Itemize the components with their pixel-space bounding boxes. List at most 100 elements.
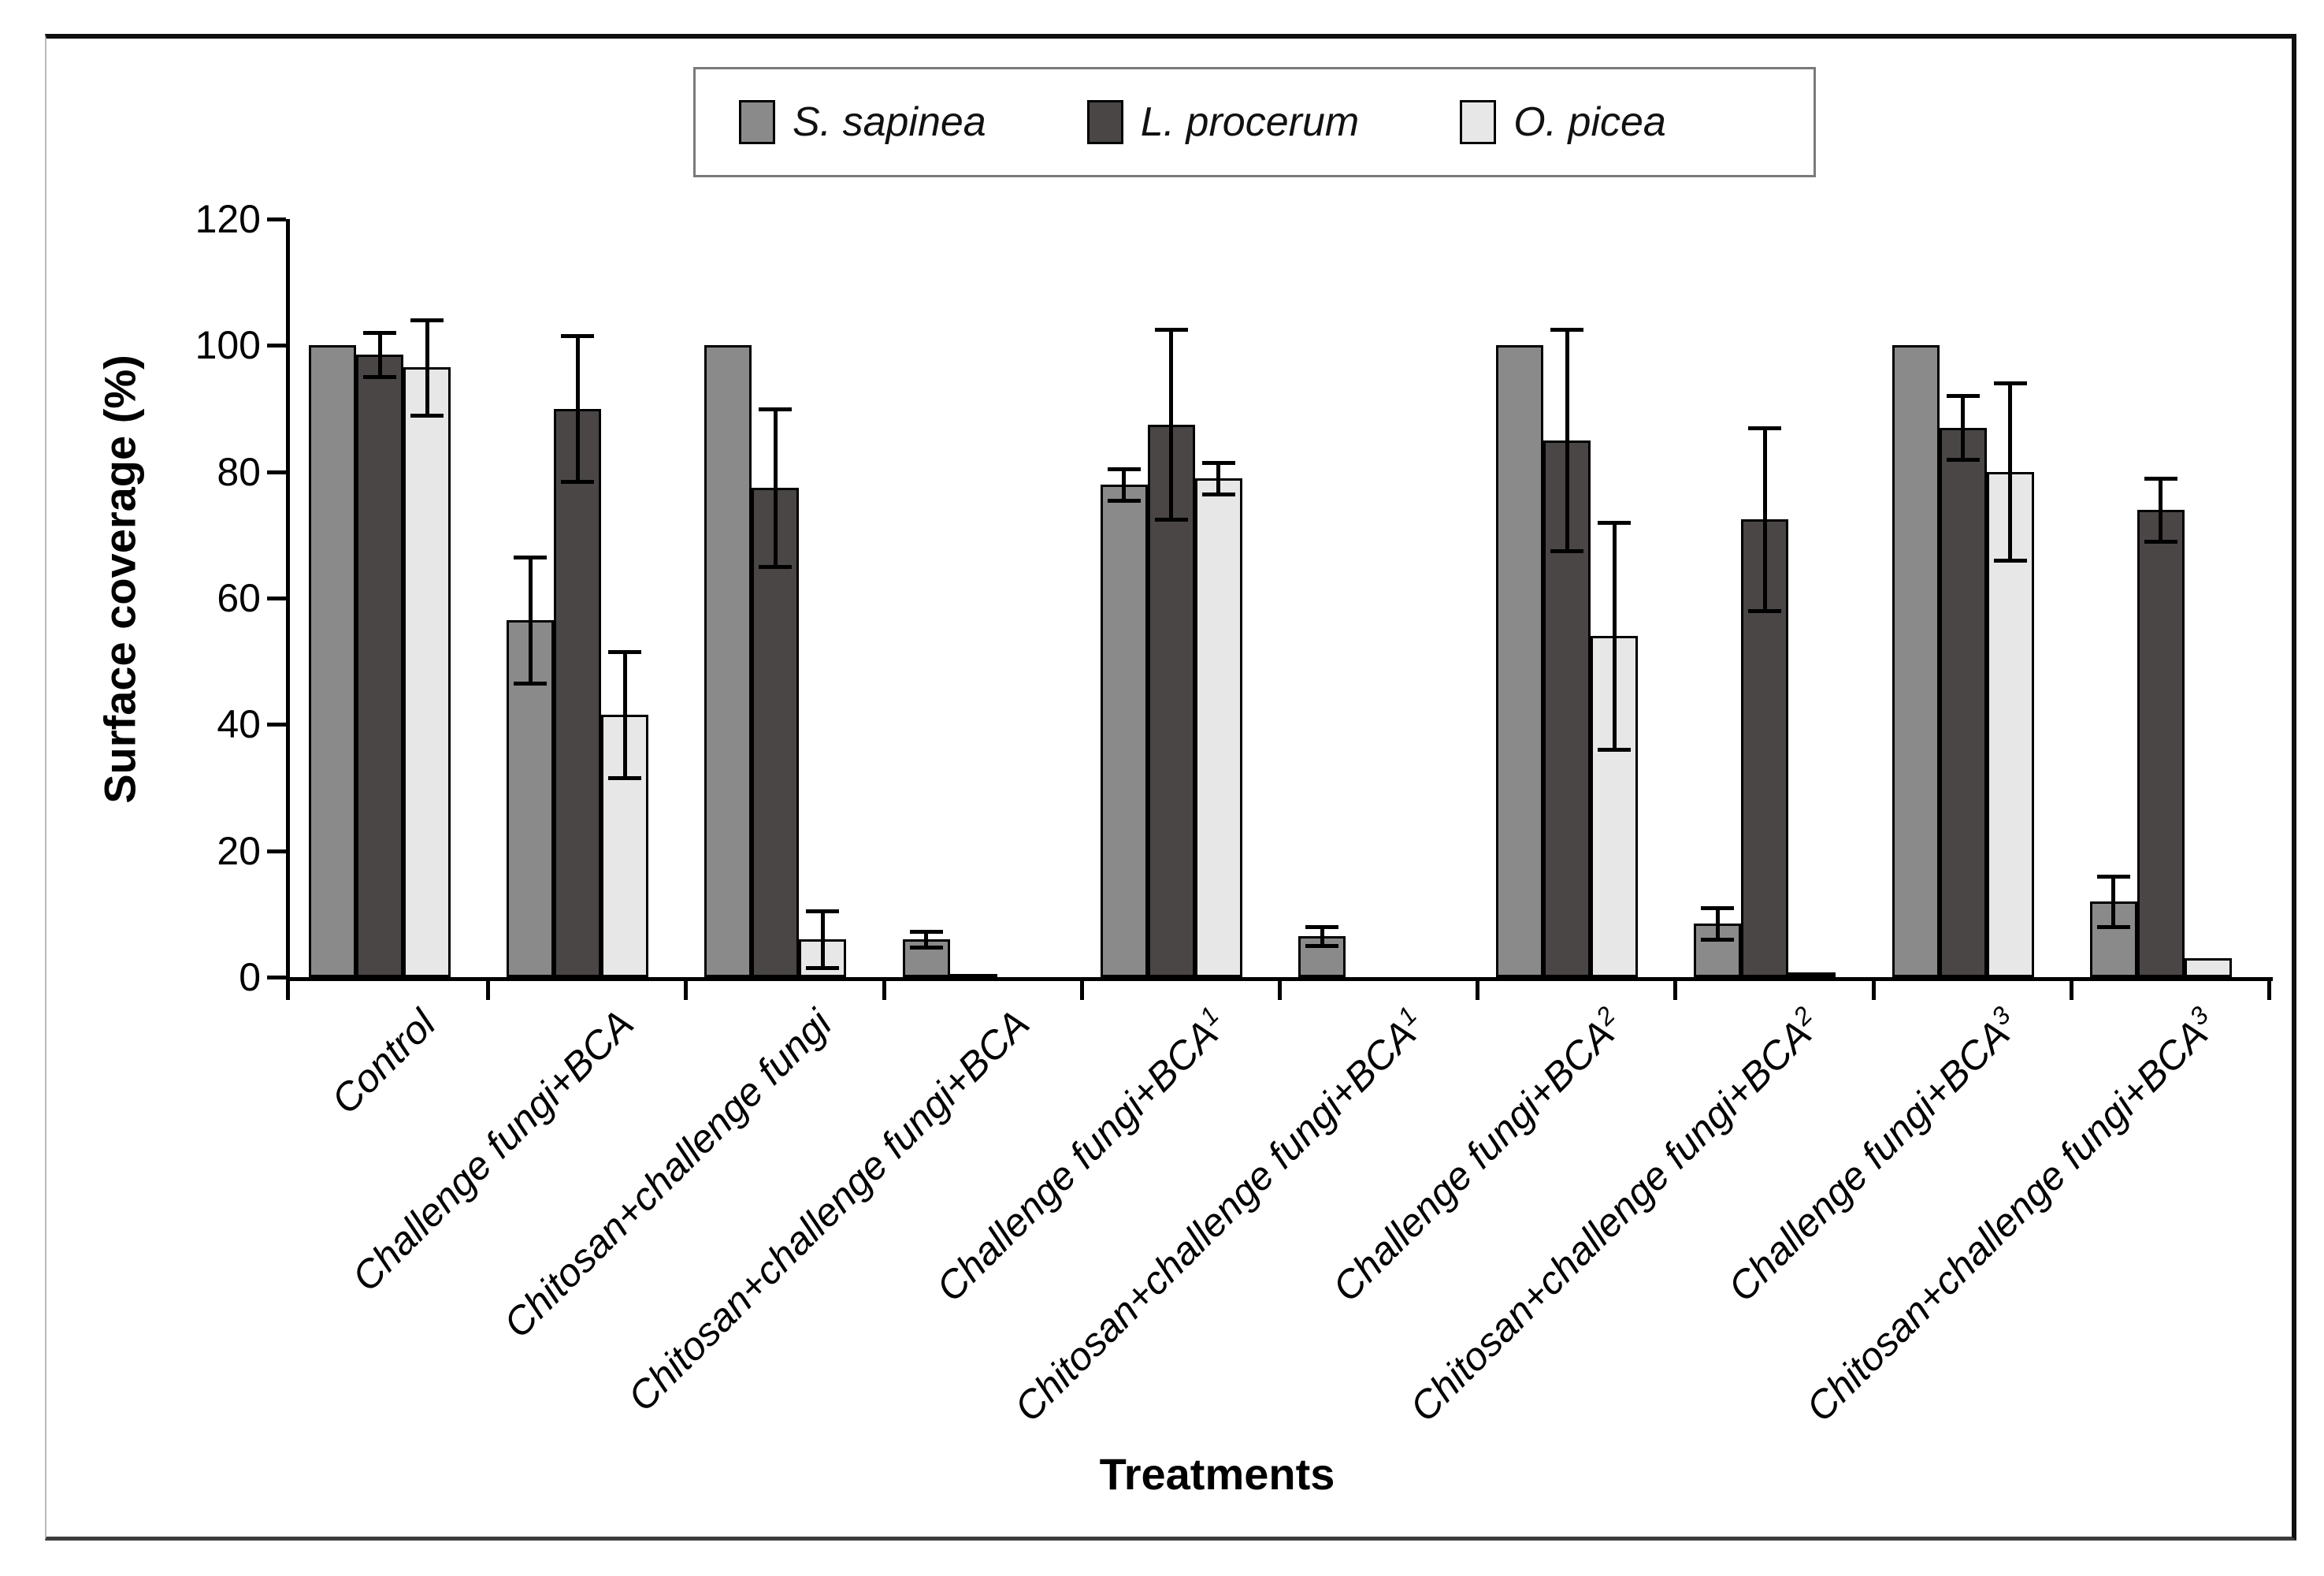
bar-s-sapinea xyxy=(309,345,356,977)
error-bar-line xyxy=(528,555,533,686)
error-bar-cap-bottom xyxy=(1598,748,1632,753)
bar-l-procerum xyxy=(1543,440,1591,977)
legend-item: S. sapinea xyxy=(739,98,986,146)
error-bar-cap-top xyxy=(1550,328,1584,333)
error-bar-cap-top xyxy=(1748,426,1782,430)
x-tick xyxy=(684,981,689,1000)
error-bar-line xyxy=(1612,520,1617,752)
x-tick xyxy=(882,981,886,1000)
error-bar-line xyxy=(1715,905,1720,941)
y-tick xyxy=(267,723,286,727)
x-tick xyxy=(1278,981,1282,1000)
error-bar-cap-bottom xyxy=(1701,937,1735,942)
error-bar-cap-top xyxy=(514,555,548,559)
error-bar-cap-bottom xyxy=(1201,492,1235,496)
y-tick-label: 0 xyxy=(239,955,261,999)
error-bar-line xyxy=(1169,328,1174,521)
y-axis xyxy=(286,219,290,981)
bar-l-procerum xyxy=(752,487,800,977)
x-tick xyxy=(286,981,290,1000)
error-bar-line xyxy=(1320,924,1324,947)
error-bar-cap-top xyxy=(909,930,943,935)
error-bar-line xyxy=(1565,328,1569,552)
x-tick xyxy=(2069,981,2073,1000)
error-bar-line xyxy=(2008,381,2013,562)
error-bar-cap-bottom xyxy=(1993,558,2027,563)
error-bar-line xyxy=(1122,466,1127,502)
error-bar-cap-bottom xyxy=(1107,498,1141,503)
legend: S. sapinea L. procerum O. picea xyxy=(693,67,1816,177)
error-bar-cap-bottom xyxy=(2096,924,2130,929)
error-bar-cap-top xyxy=(608,650,642,655)
y-tick-label: 120 xyxy=(195,197,261,241)
x-axis-title: Treatments xyxy=(1099,1449,1335,1499)
error-bar-cap-top xyxy=(561,334,595,339)
legend-label: O. picea xyxy=(1513,99,1666,145)
error-bar-cap-bottom xyxy=(759,564,793,569)
error-bar-cap-bottom xyxy=(561,479,595,484)
bar-s-sapinea xyxy=(1100,484,1148,977)
error-bar-line xyxy=(773,407,778,568)
x-tick xyxy=(2267,981,2271,1000)
error-bar-cap-top xyxy=(1305,924,1338,929)
error-bar-cap-top xyxy=(363,331,396,336)
error-bar-cap-bottom xyxy=(1946,457,1980,462)
x-tick-label: Chitosan+challenge fungi+BCA xyxy=(619,1001,1038,1420)
error-bar-cap-bottom xyxy=(363,375,396,380)
y-tick-label: 100 xyxy=(195,323,261,368)
error-bar-cap-top xyxy=(2144,476,2177,481)
y-tick xyxy=(267,597,286,600)
error-bar-cap-bottom xyxy=(909,945,943,950)
legend-label: L. procerum xyxy=(1140,99,1360,145)
bar-l-procerum xyxy=(949,973,997,979)
error-bar-cap-top xyxy=(1701,905,1735,910)
x-tick-label: Chitosan+challenge fungi+BCA2 xyxy=(1401,1001,1821,1430)
legend-item: L. procerum xyxy=(1086,98,1360,146)
y-tick xyxy=(267,344,286,348)
error-bar-cap-bottom xyxy=(410,413,444,418)
y-tick-label: 80 xyxy=(217,449,261,494)
x-tick xyxy=(1673,981,1678,1000)
error-bar-cap-bottom xyxy=(514,682,548,686)
error-bar-cap-top xyxy=(1993,381,2027,386)
x-tick xyxy=(486,981,491,1000)
figure-border xyxy=(45,34,2296,1541)
x-tick-label: Chitosan+challenge fungi+BCA3 xyxy=(1797,1001,2216,1430)
error-bar-cap-bottom xyxy=(1550,548,1584,553)
legend-label: S. sapinea xyxy=(793,99,986,145)
y-tick-label: 60 xyxy=(217,576,261,620)
error-bar-cap-top xyxy=(2096,874,2130,879)
error-bar-cap-bottom xyxy=(608,776,642,781)
x-tick-label: Chitosan+challenge fungi+BCA1 xyxy=(1005,1001,1424,1430)
bar-o-picea xyxy=(1788,972,1836,978)
error-bar-cap-top xyxy=(410,318,444,323)
error-bar-cap-top xyxy=(1946,394,1980,399)
error-bar-cap-bottom xyxy=(2144,539,2177,544)
x-tick xyxy=(1871,981,1876,1000)
legend-item: O. picea xyxy=(1460,98,1666,146)
error-bar-cap-top xyxy=(1201,460,1235,465)
legend-swatch-icon xyxy=(739,100,775,144)
error-bar-line xyxy=(575,334,580,483)
error-bar-line xyxy=(1762,426,1767,613)
y-tick xyxy=(267,470,286,474)
legend-swatch-icon xyxy=(1086,100,1123,144)
bar-o-picea xyxy=(403,367,451,977)
bar-l-procerum xyxy=(2137,509,2185,977)
error-bar-line xyxy=(622,650,627,780)
error-bar-cap-top xyxy=(1598,520,1632,525)
bar-l-procerum xyxy=(554,408,602,977)
y-tick xyxy=(267,217,286,221)
error-bar-cap-top xyxy=(759,407,793,411)
error-bar-line xyxy=(924,930,929,949)
y-tick-label: 20 xyxy=(217,828,261,873)
error-bar-cap-top xyxy=(1107,466,1141,471)
y-tick-label: 40 xyxy=(217,702,261,747)
bar-l-procerum xyxy=(1939,427,1987,977)
bar-s-sapinea xyxy=(1891,345,1940,977)
error-bar-cap-bottom xyxy=(1154,517,1188,522)
error-bar-cap-bottom xyxy=(1748,609,1782,614)
y-tick xyxy=(267,849,286,853)
x-tick-label: Chitosan+challenge fungi xyxy=(495,1001,841,1347)
